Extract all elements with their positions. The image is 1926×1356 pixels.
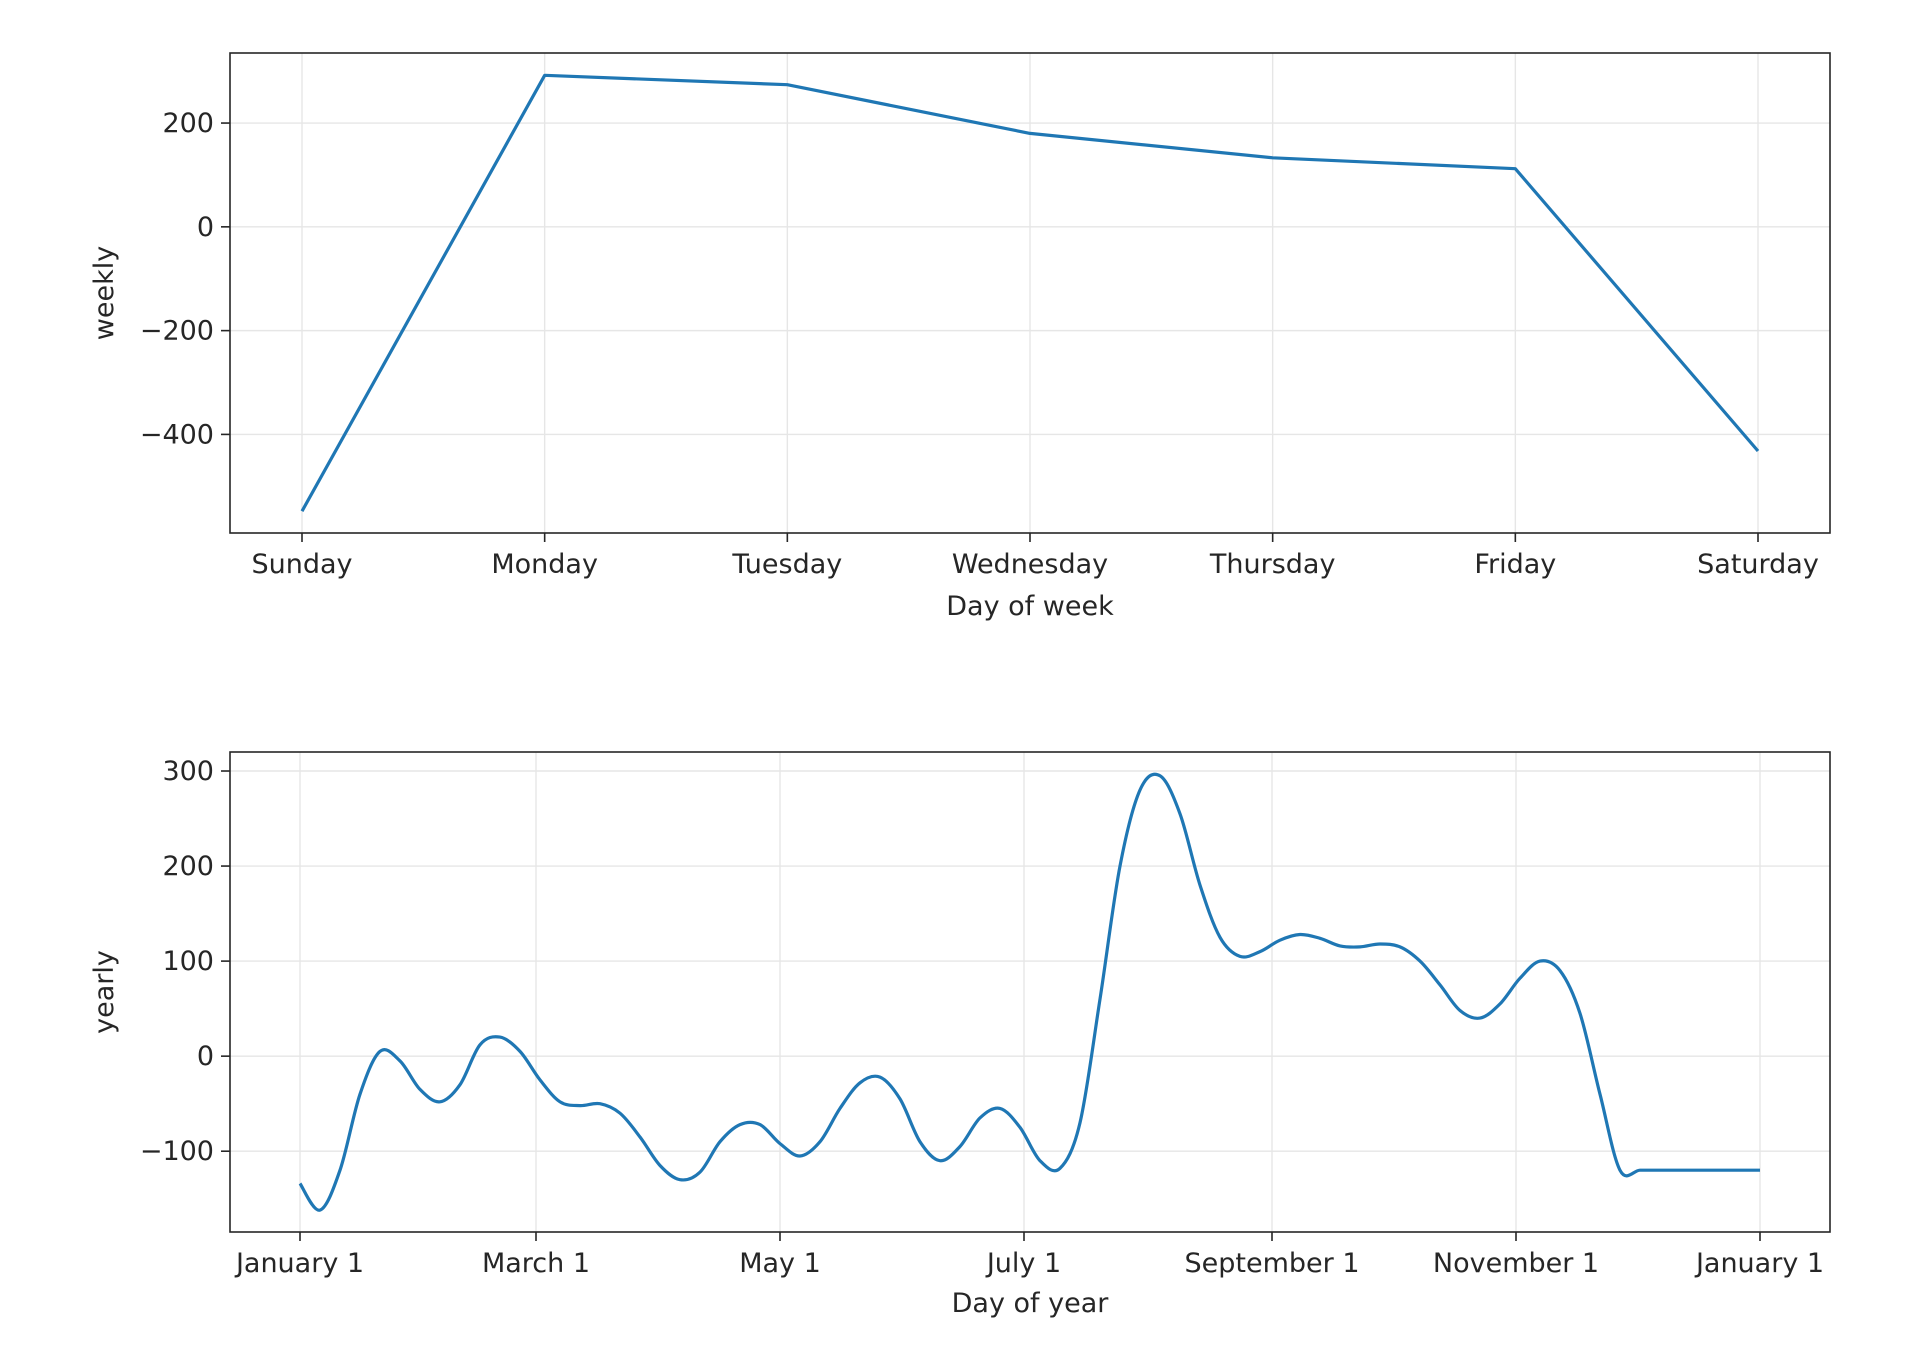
yearly-plot-frame xyxy=(229,751,1831,1233)
weekly-y-tick-label: −200 xyxy=(140,316,214,347)
weekly-chart: Sunday Monday Tuesday Wednesday Thursday Frid… xyxy=(89,52,1831,622)
weekly-grid xyxy=(230,53,1830,533)
yearly-series-line xyxy=(298,772,1760,1212)
weekly-x-tick-label: Sunday xyxy=(251,549,352,580)
weekly-series-line xyxy=(300,73,1760,512)
yearly-y-tick-label: −100 xyxy=(140,1136,214,1167)
yearly-x-tick-label: March 1 xyxy=(482,1248,590,1279)
yearly-y-tick-label: 300 xyxy=(162,756,214,787)
weekly-y-tick-label: 200 xyxy=(162,108,214,139)
weekly-x-axis-label: Day of week xyxy=(946,591,1114,622)
weekly-x-tick-label: Saturday xyxy=(1697,549,1819,580)
weekly-x-tick-label: Tuesday xyxy=(731,549,842,580)
weekly-y-tick-label: 0 xyxy=(197,212,214,243)
weekly-y-tick-label: −400 xyxy=(140,419,214,450)
weekly-x-tick-label: Friday xyxy=(1474,549,1556,580)
weekly-y-axis-label: weekly xyxy=(89,246,120,340)
yearly-y-tick-label: 0 xyxy=(197,1041,214,1072)
yearly-x-tick-label: January 1 xyxy=(1694,1248,1824,1279)
weekly-x-ticks: Sunday Monday Tuesday Wednesday Thursday Frid… xyxy=(251,533,1819,580)
yearly-y-tick-label: 100 xyxy=(162,946,214,977)
yearly-grid xyxy=(230,752,1830,1232)
yearly-x-tick-label: January 1 xyxy=(234,1248,364,1279)
weekly-x-tick-label: Thursday xyxy=(1209,549,1336,580)
yearly-chart: January 1 March 1 May 1 July 1 September 1 No… xyxy=(89,751,1831,1319)
yearly-x-axis-label: Day of year xyxy=(952,1288,1110,1319)
weekly-y-ticks: 200 0 −200 −400 xyxy=(140,108,230,450)
yearly-x-tick-label: September 1 xyxy=(1185,1248,1360,1279)
yearly-x-tick-label: November 1 xyxy=(1433,1248,1599,1279)
weekly-x-tick-label: Monday xyxy=(491,549,598,580)
weekly-x-tick-label: Wednesday xyxy=(952,549,1108,580)
yearly-x-tick-label: July 1 xyxy=(985,1248,1061,1279)
yearly-x-tick-label: May 1 xyxy=(739,1248,821,1279)
yearly-y-ticks: 300 200 100 0 −100 xyxy=(140,756,230,1167)
yearly-y-axis-label: yearly xyxy=(89,950,120,1034)
yearly-y-tick-label: 200 xyxy=(162,851,214,882)
yearly-x-ticks: January 1 March 1 May 1 July 1 September 1 No… xyxy=(234,1232,1824,1279)
